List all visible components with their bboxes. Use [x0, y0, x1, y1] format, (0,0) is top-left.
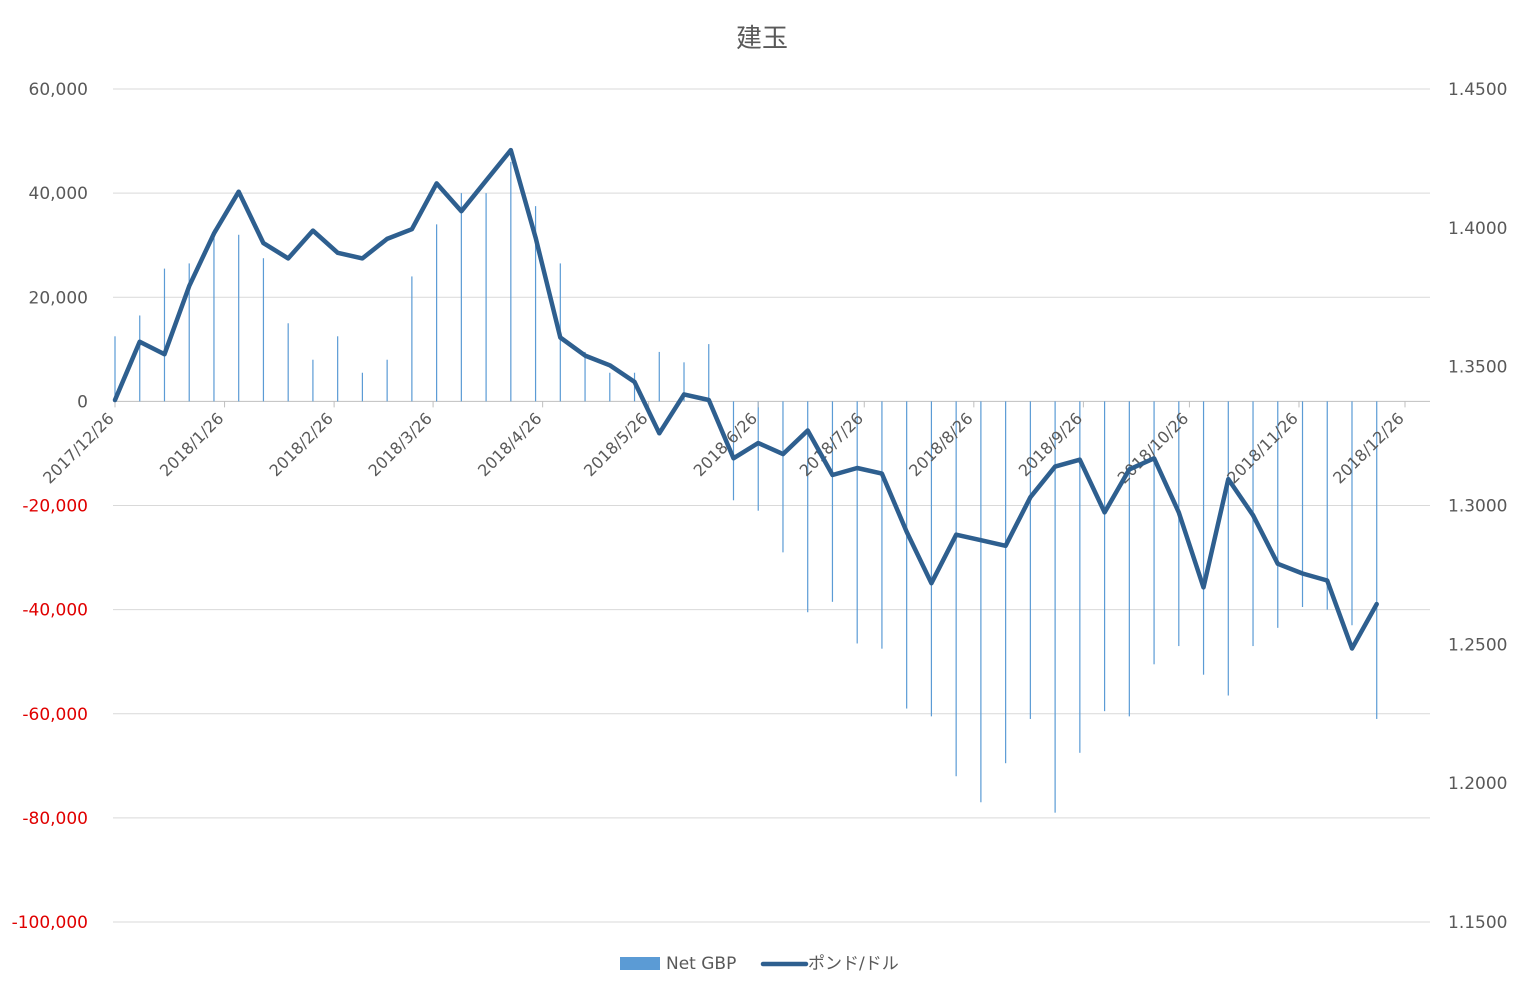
net-gbp-bars — [114, 161, 1378, 813]
net-gbp-bar — [757, 401, 759, 511]
net-gbp-bar — [312, 359, 314, 402]
y-right-tick-label: 1.2000 — [1448, 774, 1507, 794]
legend-label-gbpusd: ポンド/ドル — [808, 954, 899, 974]
net-gbp-bar — [386, 359, 388, 402]
net-gbp-bar — [1005, 401, 1007, 764]
net-gbp-bar — [807, 401, 809, 613]
net-gbp-bar — [708, 344, 710, 402]
y-left-tick-label: -20,000 — [22, 497, 88, 517]
net-gbp-bar — [1376, 401, 1378, 719]
net-gbp-bar — [460, 193, 462, 402]
y-left-tick-label: 60,000 — [29, 80, 88, 100]
net-gbp-bar — [881, 401, 883, 649]
net-gbp-bar — [139, 315, 141, 402]
x-axis: 2017/12/26 2018/1/26 2018/2/26 2018/3/26 201… — [39, 401, 1408, 487]
net-gbp-bar — [856, 401, 858, 644]
net-gbp-bar — [114, 336, 116, 402]
net-gbp-bar — [485, 193, 487, 402]
net-gbp-bar — [1103, 401, 1106, 712]
x-tick-label: 2018/1/26 — [156, 409, 227, 480]
y-axis-left: 60,000 40,000 20,000 0 -20,000 -40,000 -60,000… — [12, 80, 88, 933]
legend-swatch-net-gbp — [620, 957, 660, 970]
y-left-tick-label: -80,000 — [22, 809, 88, 829]
net-gbp-bar — [287, 323, 289, 402]
net-gbp-bar — [1079, 401, 1081, 753]
x-tick-label: 2018/2/26 — [266, 409, 337, 480]
net-gbp-bar — [1128, 401, 1130, 717]
y-left-tick-label: 20,000 — [29, 288, 88, 308]
legend-label-net-gbp: Net GBP — [666, 954, 736, 974]
net-gbp-bar — [361, 372, 363, 402]
y-right-tick-label: 1.2500 — [1448, 635, 1507, 655]
y-axis-right: 1.4500 1.4000 1.3500 1.3000 1.2500 1.2000 1.15… — [1448, 80, 1507, 933]
net-gbp-bar — [1252, 401, 1254, 647]
gbpusd-series-line — [112, 147, 1379, 651]
net-gbp-bar — [782, 401, 784, 553]
net-gbp-bar — [658, 351, 660, 402]
net-gbp-bar — [337, 336, 339, 402]
net-gbp-bar — [213, 229, 215, 402]
net-gbp-bar — [584, 351, 586, 402]
net-gbp-bar — [1277, 401, 1279, 628]
legend: Net GBP ポンド/ドル — [620, 954, 899, 974]
y-left-tick-label: 0 — [77, 392, 88, 412]
x-tick-label: 2018/5/26 — [580, 409, 651, 480]
y-right-tick-label: 1.3500 — [1448, 358, 1507, 378]
gridlines — [113, 88, 1430, 923]
net-gbp-bar — [262, 258, 265, 402]
net-gbp-bar — [188, 263, 190, 402]
x-tick-label: 2018/8/26 — [905, 409, 976, 480]
y-left-tick-label: -40,000 — [22, 601, 88, 621]
net-gbp-bar — [1326, 401, 1328, 610]
net-gbp-bar — [1227, 401, 1229, 696]
net-gbp-bar — [510, 161, 512, 402]
net-gbp-bar — [163, 268, 166, 402]
net-gbp-bar — [831, 401, 834, 602]
net-gbp-bar — [980, 401, 982, 803]
net-gbp-bar — [906, 401, 908, 709]
y-left-tick-label: -60,000 — [22, 705, 88, 725]
net-gbp-bar — [1054, 401, 1056, 813]
x-tick-label: 2018/12/26 — [1329, 409, 1408, 488]
net-gbp-bar — [609, 372, 611, 402]
net-gbp-bar — [1029, 401, 1031, 719]
net-gbp-bar — [1301, 401, 1304, 608]
net-gbp-bar — [732, 401, 735, 501]
net-gbp-bar — [534, 206, 537, 402]
net-gbp-bar — [1153, 401, 1155, 665]
y-right-tick-label: 1.4500 — [1448, 80, 1507, 100]
x-tick-label: 2018/4/26 — [474, 409, 545, 480]
gbpusd-line — [112, 147, 1379, 651]
net-gbp-bar — [411, 276, 413, 402]
chart-title: 建玉 — [736, 24, 788, 54]
y-right-tick-label: 1.4000 — [1448, 219, 1507, 239]
net-gbp-bar — [683, 362, 685, 402]
y-left-tick-label: -100,000 — [12, 913, 88, 933]
x-tick-label: 2018/11/26 — [1223, 409, 1302, 488]
x-tick-label: 2018/3/26 — [364, 409, 435, 480]
net-gbp-bar — [436, 224, 438, 402]
y-left-tick-label: 40,000 — [29, 184, 88, 204]
net-gbp-bar — [1178, 401, 1180, 647]
net-gbp-bar — [955, 401, 957, 777]
y-right-tick-label: 1.3000 — [1448, 497, 1507, 517]
net-gbp-bar — [1351, 401, 1353, 626]
net-gbp-bar — [238, 234, 240, 402]
y-right-tick-label: 1.1500 — [1448, 913, 1507, 933]
net-gbp-bar — [1202, 401, 1205, 675]
net-gbp-bar — [930, 401, 933, 717]
x-tick-label: 2017/12/26 — [39, 409, 118, 488]
